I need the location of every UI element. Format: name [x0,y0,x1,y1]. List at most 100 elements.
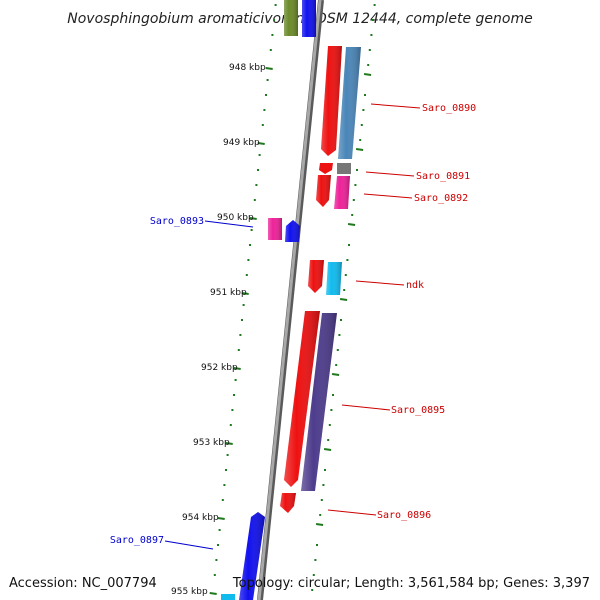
scale-tick-minor [261,124,264,126]
scale-tick-major [339,298,348,301]
scale-tick-minor [237,349,240,351]
gene-saro-0897-blue-shade [239,512,265,600]
scale-tick-minor [250,229,253,231]
scale-tick-minor [234,379,237,381]
scale-tick-minor [242,304,245,306]
gene-saro-0896-red-shade [280,493,296,513]
scale-tick-minor [223,484,226,486]
scale-tick-minor [336,349,339,351]
gene-label-saro-0897[interactable]: Saro_0897 [110,535,164,546]
scale-tick-minor [225,469,227,471]
scale-tick-minor [330,409,333,411]
gene-saro-0890-red-shade [321,46,342,156]
leader-lines [164,103,421,550]
gene-label-saro-0890[interactable]: Saro_0890 [422,103,476,114]
scale-tick-minor [241,319,243,321]
scale-tick-minor [257,169,259,171]
scale-tick-major [209,592,217,595]
gene-saro-0891-gray[interactable] [337,163,351,174]
scale-tick-major [257,142,265,145]
scale-tick-major [217,517,225,520]
scale-tick-minor [249,244,251,246]
scale-tick-minor [335,364,338,366]
scale-tick-minor [351,214,354,216]
gene-saro-0892-red-shade [316,175,331,207]
gene-saro-0893-pink-shade [268,218,282,240]
scale-tick-minor [332,394,334,396]
scale-tick-major [225,442,233,445]
scale-tick-minor [271,34,274,36]
scale-tick-major [331,373,340,376]
scale-tick-major [363,73,372,76]
scale-tick-minor [255,184,258,186]
scale-tick-minor [364,94,366,96]
scale-tick-minor [217,544,219,546]
scale-tick-minor [359,139,362,141]
scale-tick-minor [367,64,370,66]
scale-tick-minor [269,49,272,51]
scale-tick-minor [328,424,331,426]
gene-label-saro-0892[interactable]: Saro_0892 [414,193,468,204]
genome-title: Novosphingobium aromaticivorans DSM 1244… [67,11,532,27]
genome-backbone [257,0,324,600]
scale-tick-minor [368,49,371,51]
scale-labels: 948 kbp 949 kbp 950 kbp 951 kbp 952 kbp … [171,63,266,597]
scale-tick-minor [370,34,373,36]
gene-ndk-cyan-shade [326,262,342,295]
scale-tick-minor [239,334,242,336]
scale-tick-major [265,67,273,70]
gene-saro-0892-pink-shade [334,176,350,209]
scale-tick-minor [311,589,314,591]
scale-tick-minor [344,274,347,276]
gene-labels: Saro_0890 Saro_0891 Saro_0892 Saro_0893 … [110,103,476,546]
scale-tick-minor [258,154,261,156]
gene-cyan-bottom[interactable] [221,594,235,600]
scale-tick-minor [327,439,330,441]
gene-saro-0893-blue-shade [285,220,300,242]
gene-label-saro-0896[interactable]: Saro_0896 [377,510,431,521]
gene-label-ndk[interactable]: ndk [406,280,424,291]
gene-saro-0890-steel-shade [338,47,361,159]
scale-tick-major [323,448,332,451]
gene-saro-0895-purple-shade [301,313,337,491]
scale-tick-minor [265,94,267,96]
scale-tick-minor [273,19,275,21]
scale-tick-minor [263,109,266,111]
scale-tick-minor [312,574,315,576]
scale-tick-minor [316,544,318,546]
gene-saro-0891-red[interactable] [319,163,333,174]
scale-tick-major [347,223,356,226]
scale-label-948: 948 kbp [229,63,266,73]
scale-tick-minor [373,4,376,6]
scale-tick-minor [213,574,216,576]
gene-features [221,0,361,600]
gene-olive-top-shade [284,0,298,36]
scale-tick-minor [221,499,224,501]
scale-tick-minor [322,484,325,486]
scale-tick-major [249,217,257,220]
scale-tick-minor [319,514,322,516]
scale-tick-minor [266,79,269,81]
gene-ndk-red-shade [308,260,324,293]
gene-label-saro-0891[interactable]: Saro_0891 [416,171,470,182]
scale-tick-minor [320,499,323,501]
scale-tick-minor [343,289,346,291]
gene-blue-top-shade [302,0,316,37]
scale-tick-minor [324,469,326,471]
scale-tick-minor [348,244,350,246]
scale-tick-major [355,148,364,151]
scale-label-955: 955 kbp [171,587,208,597]
scale-tick-minor [247,259,250,261]
scale-tick-lines [209,4,376,595]
gene-label-saro-0895[interactable]: Saro_0895 [391,405,445,416]
scale-tick-minor [229,424,232,426]
gene-label-saro-0893[interactable]: Saro_0893 [150,216,204,227]
scale-tick-minor [356,169,358,171]
gene-saro-0895-red-shade [284,311,320,487]
scale-tick-minor [372,19,374,21]
scale-tick-minor [362,109,365,111]
scale-tick-minor [354,184,357,186]
scale-tick-minor [231,409,234,411]
